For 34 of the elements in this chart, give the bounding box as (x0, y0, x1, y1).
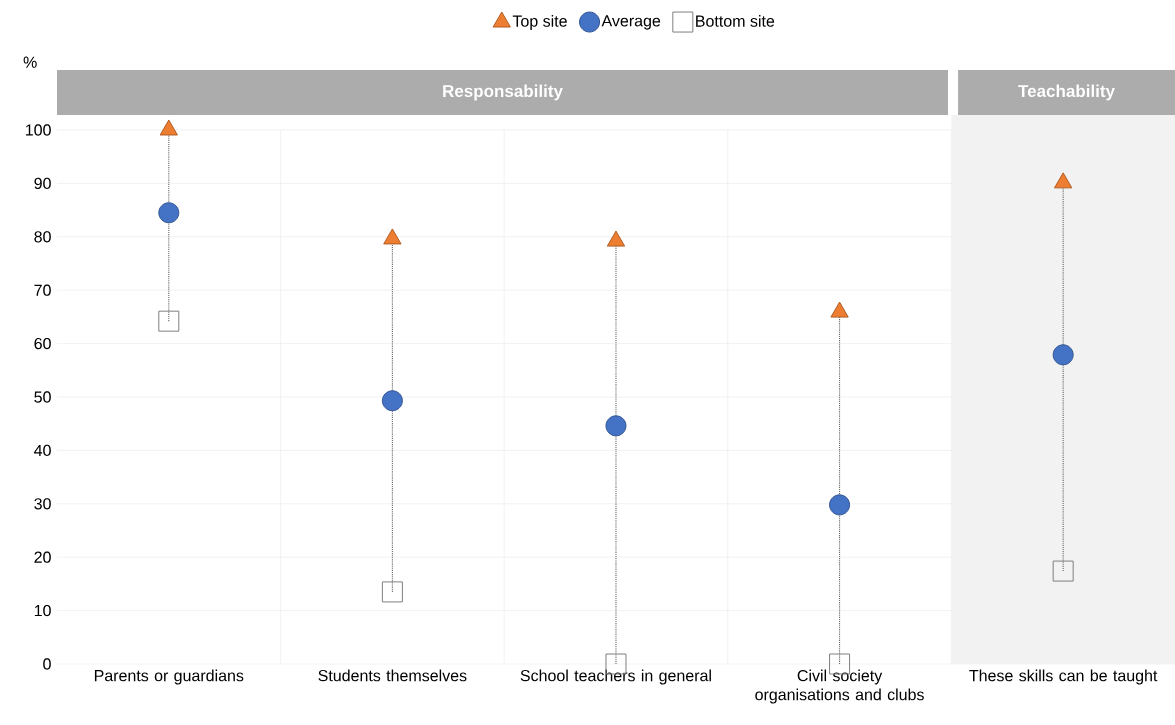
y-tick-label: 10 (34, 604, 51, 617)
legend-label: Bottom site (696, 15, 775, 27)
y-tick-label: 30 (34, 498, 51, 510)
y-tick-label: 50 (34, 391, 51, 403)
y-axis-title: % (23, 56, 37, 68)
text: Teachability (1018, 84, 1115, 101)
point (159, 119, 178, 136)
point (829, 494, 851, 516)
point (1054, 172, 1073, 189)
legend-label: Top site (512, 15, 567, 30)
point (381, 581, 403, 603)
x-tick-label: Civil society organisations and clubs (755, 669, 924, 704)
point (1052, 344, 1074, 366)
point (605, 415, 627, 437)
y-tick-label: 100 (25, 124, 51, 136)
y-tick-label: 90 (34, 177, 51, 190)
point (1052, 560, 1074, 582)
y-tick-label: 80 (34, 231, 51, 243)
text: Responsability (443, 84, 563, 101)
x-tick-label: These skills can be taught (969, 669, 1158, 685)
point (830, 301, 849, 318)
x-tick-label: Parents or guardians (94, 669, 244, 685)
y-tick-label: 40 (34, 444, 51, 457)
y-tick-label: 60 (34, 337, 51, 350)
y-tick-label: 0 (43, 658, 51, 670)
point (383, 228, 402, 245)
point (381, 390, 403, 412)
point (158, 310, 180, 332)
legend-label: Average (601, 15, 661, 30)
y-tick-label: 20 (34, 551, 51, 563)
y-tick-label: 70 (34, 284, 51, 296)
x-tick-label: Students themselves (318, 669, 467, 682)
x-tick-label: School teachers in general (520, 669, 711, 685)
point (606, 230, 626, 247)
